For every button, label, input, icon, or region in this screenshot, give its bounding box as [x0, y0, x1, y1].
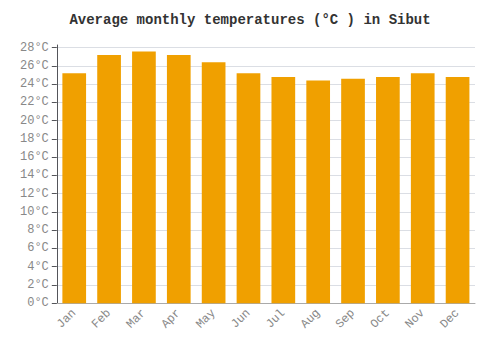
svg-text:Feb: Feb: [89, 306, 114, 331]
svg-text:28°C: 28°C: [20, 41, 49, 55]
svg-text:22°C: 22°C: [20, 95, 49, 109]
svg-text:16°C: 16°C: [20, 150, 49, 164]
svg-text:4°C: 4°C: [27, 260, 49, 274]
svg-text:10°C: 10°C: [20, 205, 49, 219]
svg-text:18°C: 18°C: [20, 132, 49, 146]
svg-text:May: May: [193, 306, 218, 331]
svg-text:0°C: 0°C: [27, 296, 49, 310]
svg-text:2°C: 2°C: [27, 278, 49, 292]
svg-text:Aug: Aug: [298, 306, 323, 331]
svg-text:Nov: Nov: [403, 306, 428, 331]
svg-text:Jan: Jan: [54, 306, 79, 331]
svg-text:Sep: Sep: [333, 306, 358, 331]
svg-text:12°C: 12°C: [20, 187, 49, 201]
svg-text:Average monthly temperatures (: Average monthly temperatures (°C ) in Si…: [69, 12, 430, 28]
svg-text:Jun: Jun: [228, 306, 253, 331]
svg-text:Oct: Oct: [368, 306, 393, 331]
svg-text:14°C: 14°C: [20, 168, 49, 182]
svg-text:Dec: Dec: [437, 306, 462, 331]
svg-text:Jul: Jul: [263, 306, 288, 331]
svg-text:24°C: 24°C: [20, 77, 49, 91]
svg-text:26°C: 26°C: [20, 59, 49, 73]
svg-text:8°C: 8°C: [27, 223, 49, 237]
svg-text:6°C: 6°C: [27, 241, 49, 255]
svg-text:20°C: 20°C: [20, 114, 49, 128]
svg-text:Apr: Apr: [159, 306, 184, 331]
svg-text:Mar: Mar: [124, 306, 149, 331]
